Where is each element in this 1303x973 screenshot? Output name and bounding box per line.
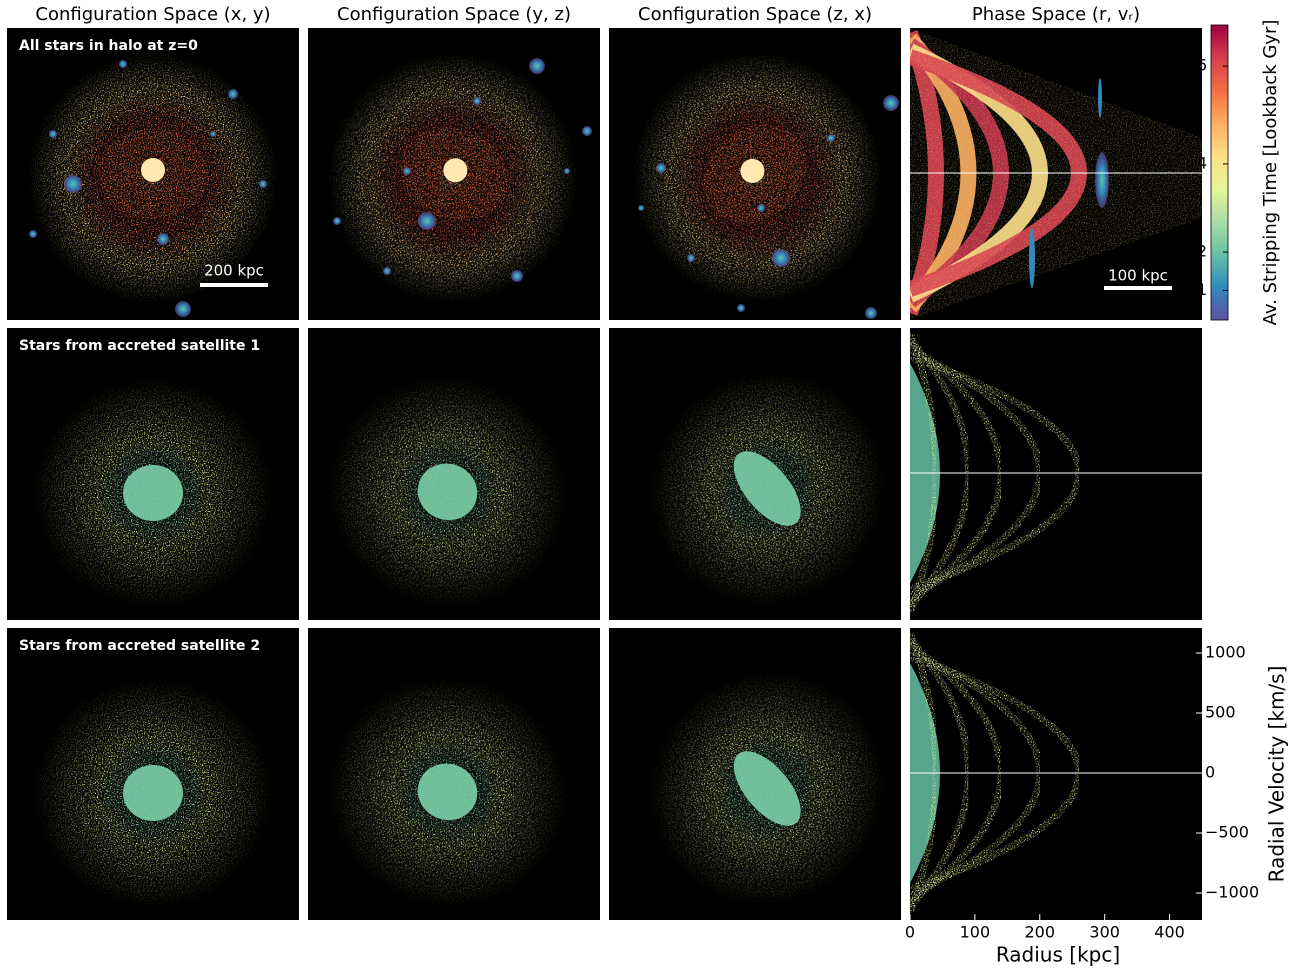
panel [609, 328, 901, 620]
star-distribution [327, 52, 578, 303]
panel: Stars from accreted satellite 1 [7, 328, 299, 620]
star-distribution [33, 678, 273, 908]
panel [910, 28, 1202, 320]
x-tick-label: 200 [1025, 923, 1056, 942]
y-tick-label: 0 [1205, 762, 1215, 781]
star-core [417, 763, 478, 821]
satellite [228, 89, 238, 99]
galaxy-center [141, 158, 165, 182]
star-core [733, 751, 801, 826]
star-distribution [632, 52, 883, 303]
star-distribution [33, 378, 273, 608]
x-axis-label: Radius [kpc] [996, 943, 1120, 967]
panel [308, 328, 600, 620]
column-title: Configuration Space (x, y) [35, 4, 270, 25]
phase-envelope [910, 28, 1202, 320]
satellite [883, 95, 899, 111]
satellite [687, 254, 695, 262]
satellite [511, 270, 523, 282]
satellite [403, 167, 411, 175]
x-tick-label: 400 [1154, 923, 1185, 942]
star-distribution [649, 671, 886, 906]
row-label: Stars from accreted satellite 2 [19, 638, 260, 654]
column-title: Configuration Space (z, x) [638, 4, 872, 25]
colorbar-tick-label: 2 [1197, 242, 1207, 261]
row-label: All stars in halo at z=0 [19, 38, 198, 54]
satellite [1095, 152, 1109, 208]
satellite [418, 212, 436, 230]
satellite [772, 249, 790, 267]
panel [609, 28, 901, 320]
satellite [582, 126, 592, 136]
star-core [733, 451, 801, 526]
star-core [417, 463, 478, 521]
panel: All stars in halo at z=0 [7, 28, 299, 320]
satellite [175, 301, 191, 317]
y-axis-label: Radial Velocity [km/s] [1265, 666, 1289, 883]
panel [910, 628, 1202, 920]
panel: Stars from accreted satellite 2 [7, 628, 299, 920]
colorbar-tick-label: 1 [1197, 280, 1207, 299]
panel [308, 628, 600, 920]
panel [308, 28, 600, 320]
y-tick-label: −500 [1205, 822, 1249, 841]
satellite [564, 168, 570, 174]
galaxy-center [740, 158, 765, 183]
x-tick-label: 300 [1089, 923, 1120, 942]
satellite [473, 97, 481, 105]
panel [910, 328, 1202, 620]
satellite [383, 267, 391, 275]
colorbar-label: Av. Stripping Time [Lookback Gyr] [1260, 20, 1281, 326]
satellite [529, 58, 545, 74]
column-title: Configuration Space (y, z) [337, 4, 571, 25]
column-title: Phase Space (r, vᵣ) [972, 4, 1140, 25]
satellite [29, 230, 37, 238]
colorbar-tick-label: 6 [1197, 56, 1207, 75]
row-label: Stars from accreted satellite 1 [19, 338, 260, 354]
satellite [49, 130, 57, 138]
y-tick-label: 500 [1205, 702, 1236, 721]
satellite [656, 163, 666, 173]
y-tick-label: −1000 [1205, 882, 1259, 901]
scale-bar-label: 200 kpc [204, 262, 264, 280]
star-distribution [328, 676, 567, 908]
satellite [638, 205, 644, 211]
x-tick-label: 0 [905, 923, 915, 942]
star-core [123, 765, 183, 821]
satellite [737, 304, 745, 312]
satellite [64, 175, 82, 193]
y-tick-label: 1000 [1205, 642, 1246, 661]
star-core [123, 465, 183, 521]
satellite [119, 60, 127, 68]
satellite [259, 180, 267, 188]
star-distribution [28, 53, 278, 303]
satellite [333, 217, 341, 225]
panel [609, 628, 901, 920]
x-tick-label: 100 [960, 923, 991, 942]
satellite [827, 134, 835, 142]
satellite [210, 131, 216, 137]
colorbar-tick-label: 4 [1197, 153, 1207, 172]
colorbar [1210, 24, 1229, 321]
star-distribution [328, 376, 567, 608]
satellite [865, 307, 877, 319]
galaxy-center [443, 158, 468, 183]
satellite [1098, 78, 1102, 118]
satellite [157, 233, 169, 245]
star-distribution [649, 371, 886, 606]
scale-bar-label: 100 kpc [1108, 267, 1168, 285]
satellite [757, 204, 765, 212]
satellite [1029, 228, 1035, 288]
